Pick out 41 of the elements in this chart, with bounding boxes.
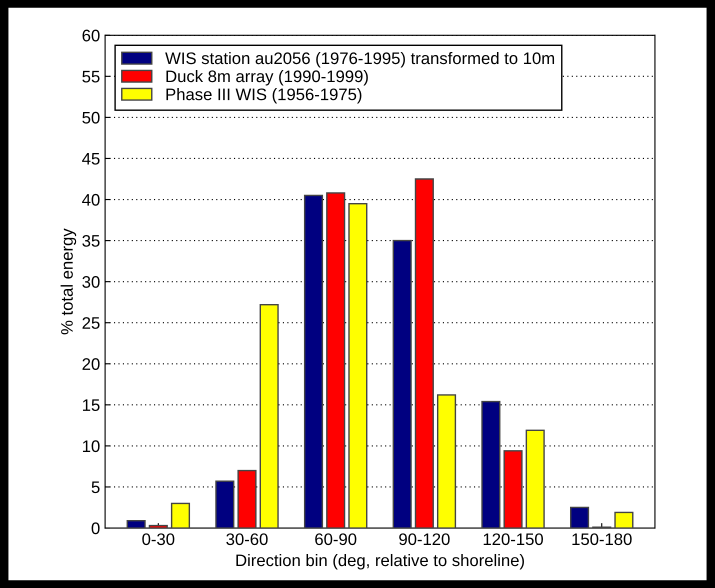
- x-tick-label: 60-90: [315, 533, 356, 546]
- bar: [215, 480, 234, 528]
- y-tick-label: 50: [82, 112, 100, 124]
- bar: [348, 202, 368, 528]
- x-tick-label: 0-30: [142, 533, 174, 546]
- y-tick-label: 30: [82, 276, 100, 288]
- legend-label: Phase III WIS (1956-1975): [166, 88, 362, 104]
- bar: [570, 506, 590, 528]
- bar: [326, 192, 346, 528]
- x-tick-label: 120-150: [484, 533, 543, 546]
- x-axis-title: Direction bin (deg, relative to shoreline): [236, 554, 524, 570]
- bar: [260, 304, 279, 528]
- y-tick-label: 25: [82, 317, 100, 329]
- y-tick-label: 60: [82, 30, 100, 42]
- y-tick-label: 45: [82, 153, 100, 165]
- bar: [126, 520, 146, 528]
- y-tick-label: 20: [82, 358, 100, 370]
- legend-label: WIS station au2056 (1976-1995) transformed to 10m: [165, 52, 554, 68]
- y-tick-label: 5: [92, 482, 100, 494]
- y-tick-label: 35: [82, 234, 100, 247]
- bar: [392, 240, 412, 528]
- bar: [414, 178, 434, 528]
- legend-label: Duck 8m array (1990-1999): [166, 70, 368, 86]
- bar: [148, 524, 168, 528]
- bar: [526, 430, 545, 528]
- y-axis-title: % total energy: [60, 228, 76, 334]
- bar: [237, 470, 257, 528]
- y-tick-label: 40: [82, 194, 100, 206]
- bar: [436, 394, 456, 528]
- y-tick-label: 10: [82, 440, 100, 452]
- y-tick-label: 55: [82, 70, 100, 83]
- x-tick-label: 30-60: [226, 533, 268, 546]
- bar: [304, 194, 324, 528]
- y-tick-label: 15: [82, 399, 100, 412]
- bar: [614, 512, 634, 528]
- x-tick-label: 150-180: [572, 533, 632, 546]
- bar: [170, 502, 190, 528]
- y-tick-label: 0: [92, 522, 100, 534]
- x-tick-label: 90-120: [399, 533, 450, 546]
- bar: [503, 450, 523, 528]
- bar: [481, 400, 500, 528]
